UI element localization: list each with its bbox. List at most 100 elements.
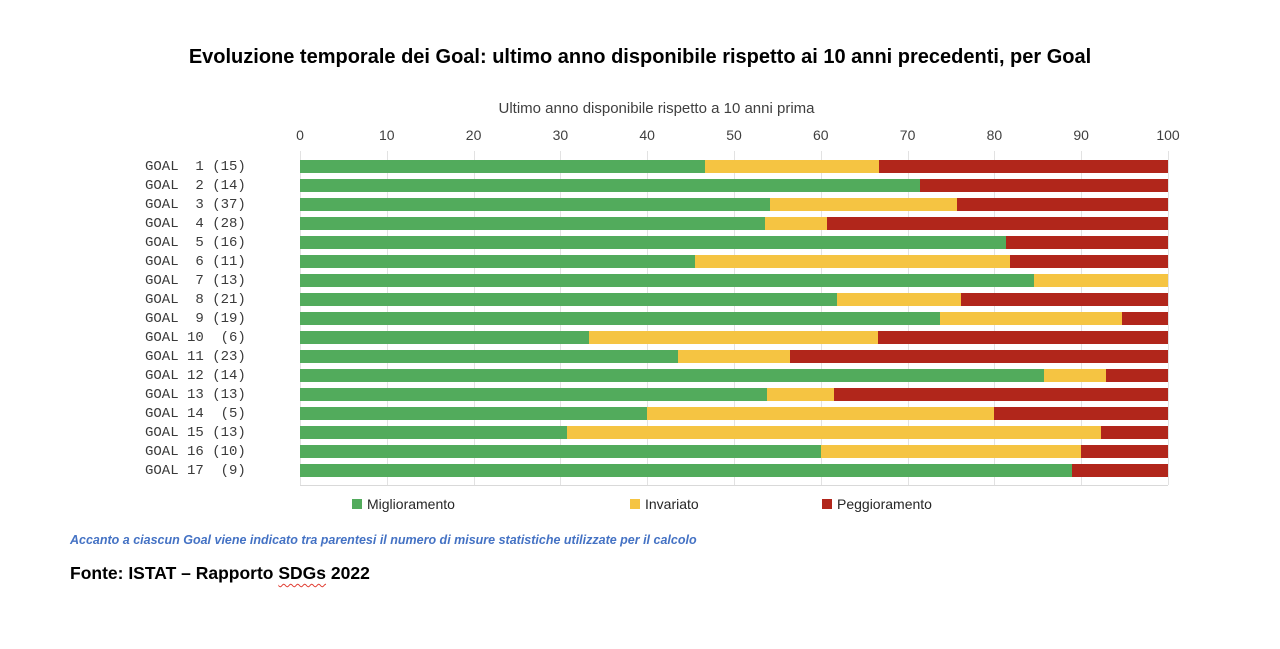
stacked-bar-chart: Ultimo anno disponibile rispetto a 10 an… <box>145 100 1180 516</box>
stacked-bar <box>300 407 1168 420</box>
bar-segment-invariato <box>765 217 827 230</box>
stacked-bar <box>300 236 1168 249</box>
legend-label: Miglioramento <box>367 496 455 512</box>
goal-label: GOAL 1 (15) <box>145 158 246 175</box>
goal-label: GOAL 12 (14) <box>145 367 246 384</box>
goal-label: GOAL 8 (21) <box>145 291 246 308</box>
bar-segment-miglioramento <box>300 464 1072 477</box>
chart-row: GOAL 3 (37) <box>145 195 1168 214</box>
bar-segment-miglioramento <box>300 369 1044 382</box>
chart-row: GOAL 6 (11) <box>145 252 1168 271</box>
bar-segment-peggioramento <box>790 350 1168 363</box>
stacked-bar <box>300 312 1168 325</box>
bar-segment-invariato <box>567 426 1102 439</box>
goal-label: GOAL 6 (11) <box>145 253 246 270</box>
x-axis-tick-labels: 0 10 20 30 40 50 60 70 80 90 100 <box>296 127 1180 144</box>
chart-row: GOAL 14 (5) <box>145 404 1168 423</box>
bar-segment-miglioramento <box>300 274 1035 287</box>
goal-label: GOAL 7 (13) <box>145 272 246 289</box>
bar-segment-invariato <box>939 312 1122 325</box>
chart-row: GOAL 10 (6) <box>145 328 1168 347</box>
bar-segment-peggioramento <box>826 217 1168 230</box>
stacked-bar <box>300 426 1168 439</box>
bar-segment-peggioramento <box>1010 255 1168 268</box>
chart-axis-title: Ultimo anno disponibile rispetto a 10 an… <box>498 100 815 117</box>
bar-segment-miglioramento <box>300 407 648 420</box>
axis-tick-label: 0 <box>296 127 304 143</box>
axis-tick-label: 90 <box>1073 127 1089 143</box>
legend-label: Invariato <box>645 496 699 512</box>
legend-swatch-invariato <box>630 499 640 509</box>
stacked-bar <box>300 217 1168 230</box>
chart-row: GOAL 11 (23) <box>145 347 1168 366</box>
bar-segment-invariato <box>1043 369 1106 382</box>
legend-swatch-miglioramento <box>352 499 362 509</box>
goal-label: GOAL 11 (23) <box>145 348 246 365</box>
goal-label: GOAL 3 (37) <box>145 196 246 213</box>
axis-tick-label: 10 <box>379 127 395 143</box>
chart-row: GOAL 4 (28) <box>145 214 1168 233</box>
legend-item-peggioramento: Peggioramento <box>822 496 932 512</box>
chart-row: GOAL 16 (10) <box>145 442 1168 461</box>
bar-segment-invariato <box>705 160 879 173</box>
bar-segment-invariato <box>820 445 1082 458</box>
bar-segment-peggioramento <box>961 293 1168 306</box>
legend-swatch-peggioramento <box>822 499 832 509</box>
source-suffix: 2022 <box>326 563 370 583</box>
bar-segment-miglioramento <box>300 179 920 192</box>
footnote: Accanto a ciascun Goal viene indicato tr… <box>70 533 697 547</box>
bar-segment-invariato <box>694 255 1011 268</box>
chart-row: GOAL 9 (19) <box>145 309 1168 328</box>
source-prefix: Fonte: ISTAT – Rapporto <box>70 563 279 583</box>
legend-item-invariato: Invariato <box>630 496 699 512</box>
bar-segment-peggioramento <box>878 160 1168 173</box>
page-title: Evoluzione temporale dei Goal: ultimo an… <box>188 46 1092 68</box>
bar-segment-peggioramento <box>878 331 1168 344</box>
bar-segment-peggioramento <box>957 198 1168 211</box>
legend: Miglioramento Invariato Peggioramento <box>145 496 1168 516</box>
bar-segment-peggioramento <box>1071 464 1168 477</box>
plot-area: GOAL 1 (15) GOAL 2 (14) GOAL 3 (37) GOAL 4 … <box>145 151 1169 486</box>
bar-segment-peggioramento <box>1105 369 1168 382</box>
bar-segment-peggioramento <box>1101 426 1168 439</box>
spellcheck-underlined-word: SDGs <box>278 563 327 583</box>
stacked-bar <box>300 350 1168 363</box>
chart-row: GOAL 2 (14) <box>145 176 1168 195</box>
stacked-bar <box>300 388 1169 401</box>
bar-segment-invariato <box>647 407 995 420</box>
stacked-bar <box>300 293 1168 306</box>
bar-segment-peggioramento <box>994 407 1168 420</box>
bar-segment-invariato <box>769 198 958 211</box>
chart-row: GOAL 17 (9) <box>145 461 1168 480</box>
bar-segment-miglioramento <box>300 331 590 344</box>
legend-label: Peggioramento <box>837 496 932 512</box>
bar-rows: GOAL 1 (15) GOAL 2 (14) GOAL 3 (37) GOAL 4 … <box>145 151 1169 486</box>
bar-segment-miglioramento <box>300 255 695 268</box>
bar-segment-miglioramento <box>300 445 821 458</box>
bar-segment-peggioramento <box>1005 236 1168 249</box>
chart-row: GOAL 8 (21) <box>145 290 1168 309</box>
chart-row: GOAL 15 (13) <box>145 423 1168 442</box>
axis-tick-label: 70 <box>899 127 916 143</box>
bar-segment-miglioramento <box>300 236 1006 249</box>
chart-row: GOAL 12 (14) <box>145 366 1168 385</box>
stacked-bar <box>300 464 1168 477</box>
source-text: Fonte: ISTAT – Rapporto SDGs 2022 <box>70 563 370 584</box>
axis-tick-label: 30 <box>552 127 569 143</box>
axis-tick-label: 60 <box>813 127 829 143</box>
bar-segment-miglioramento <box>300 198 770 211</box>
axis-tick-label: 80 <box>986 127 1003 143</box>
bar-segment-miglioramento <box>300 217 766 230</box>
chart-row: GOAL 7 (13) <box>145 271 1168 290</box>
goal-label: GOAL 13 (13) <box>145 386 246 403</box>
bar-segment-peggioramento <box>1122 312 1168 325</box>
chart-row: GOAL 1 (15) <box>145 157 1168 176</box>
gridline <box>1168 151 1169 485</box>
stacked-bar <box>300 274 1168 287</box>
stacked-bar <box>300 445 1168 458</box>
bar-segment-miglioramento <box>300 293 838 306</box>
stacked-bar <box>300 160 1168 173</box>
goal-label: GOAL 4 (28) <box>145 215 246 232</box>
bar-segment-miglioramento <box>300 350 678 363</box>
